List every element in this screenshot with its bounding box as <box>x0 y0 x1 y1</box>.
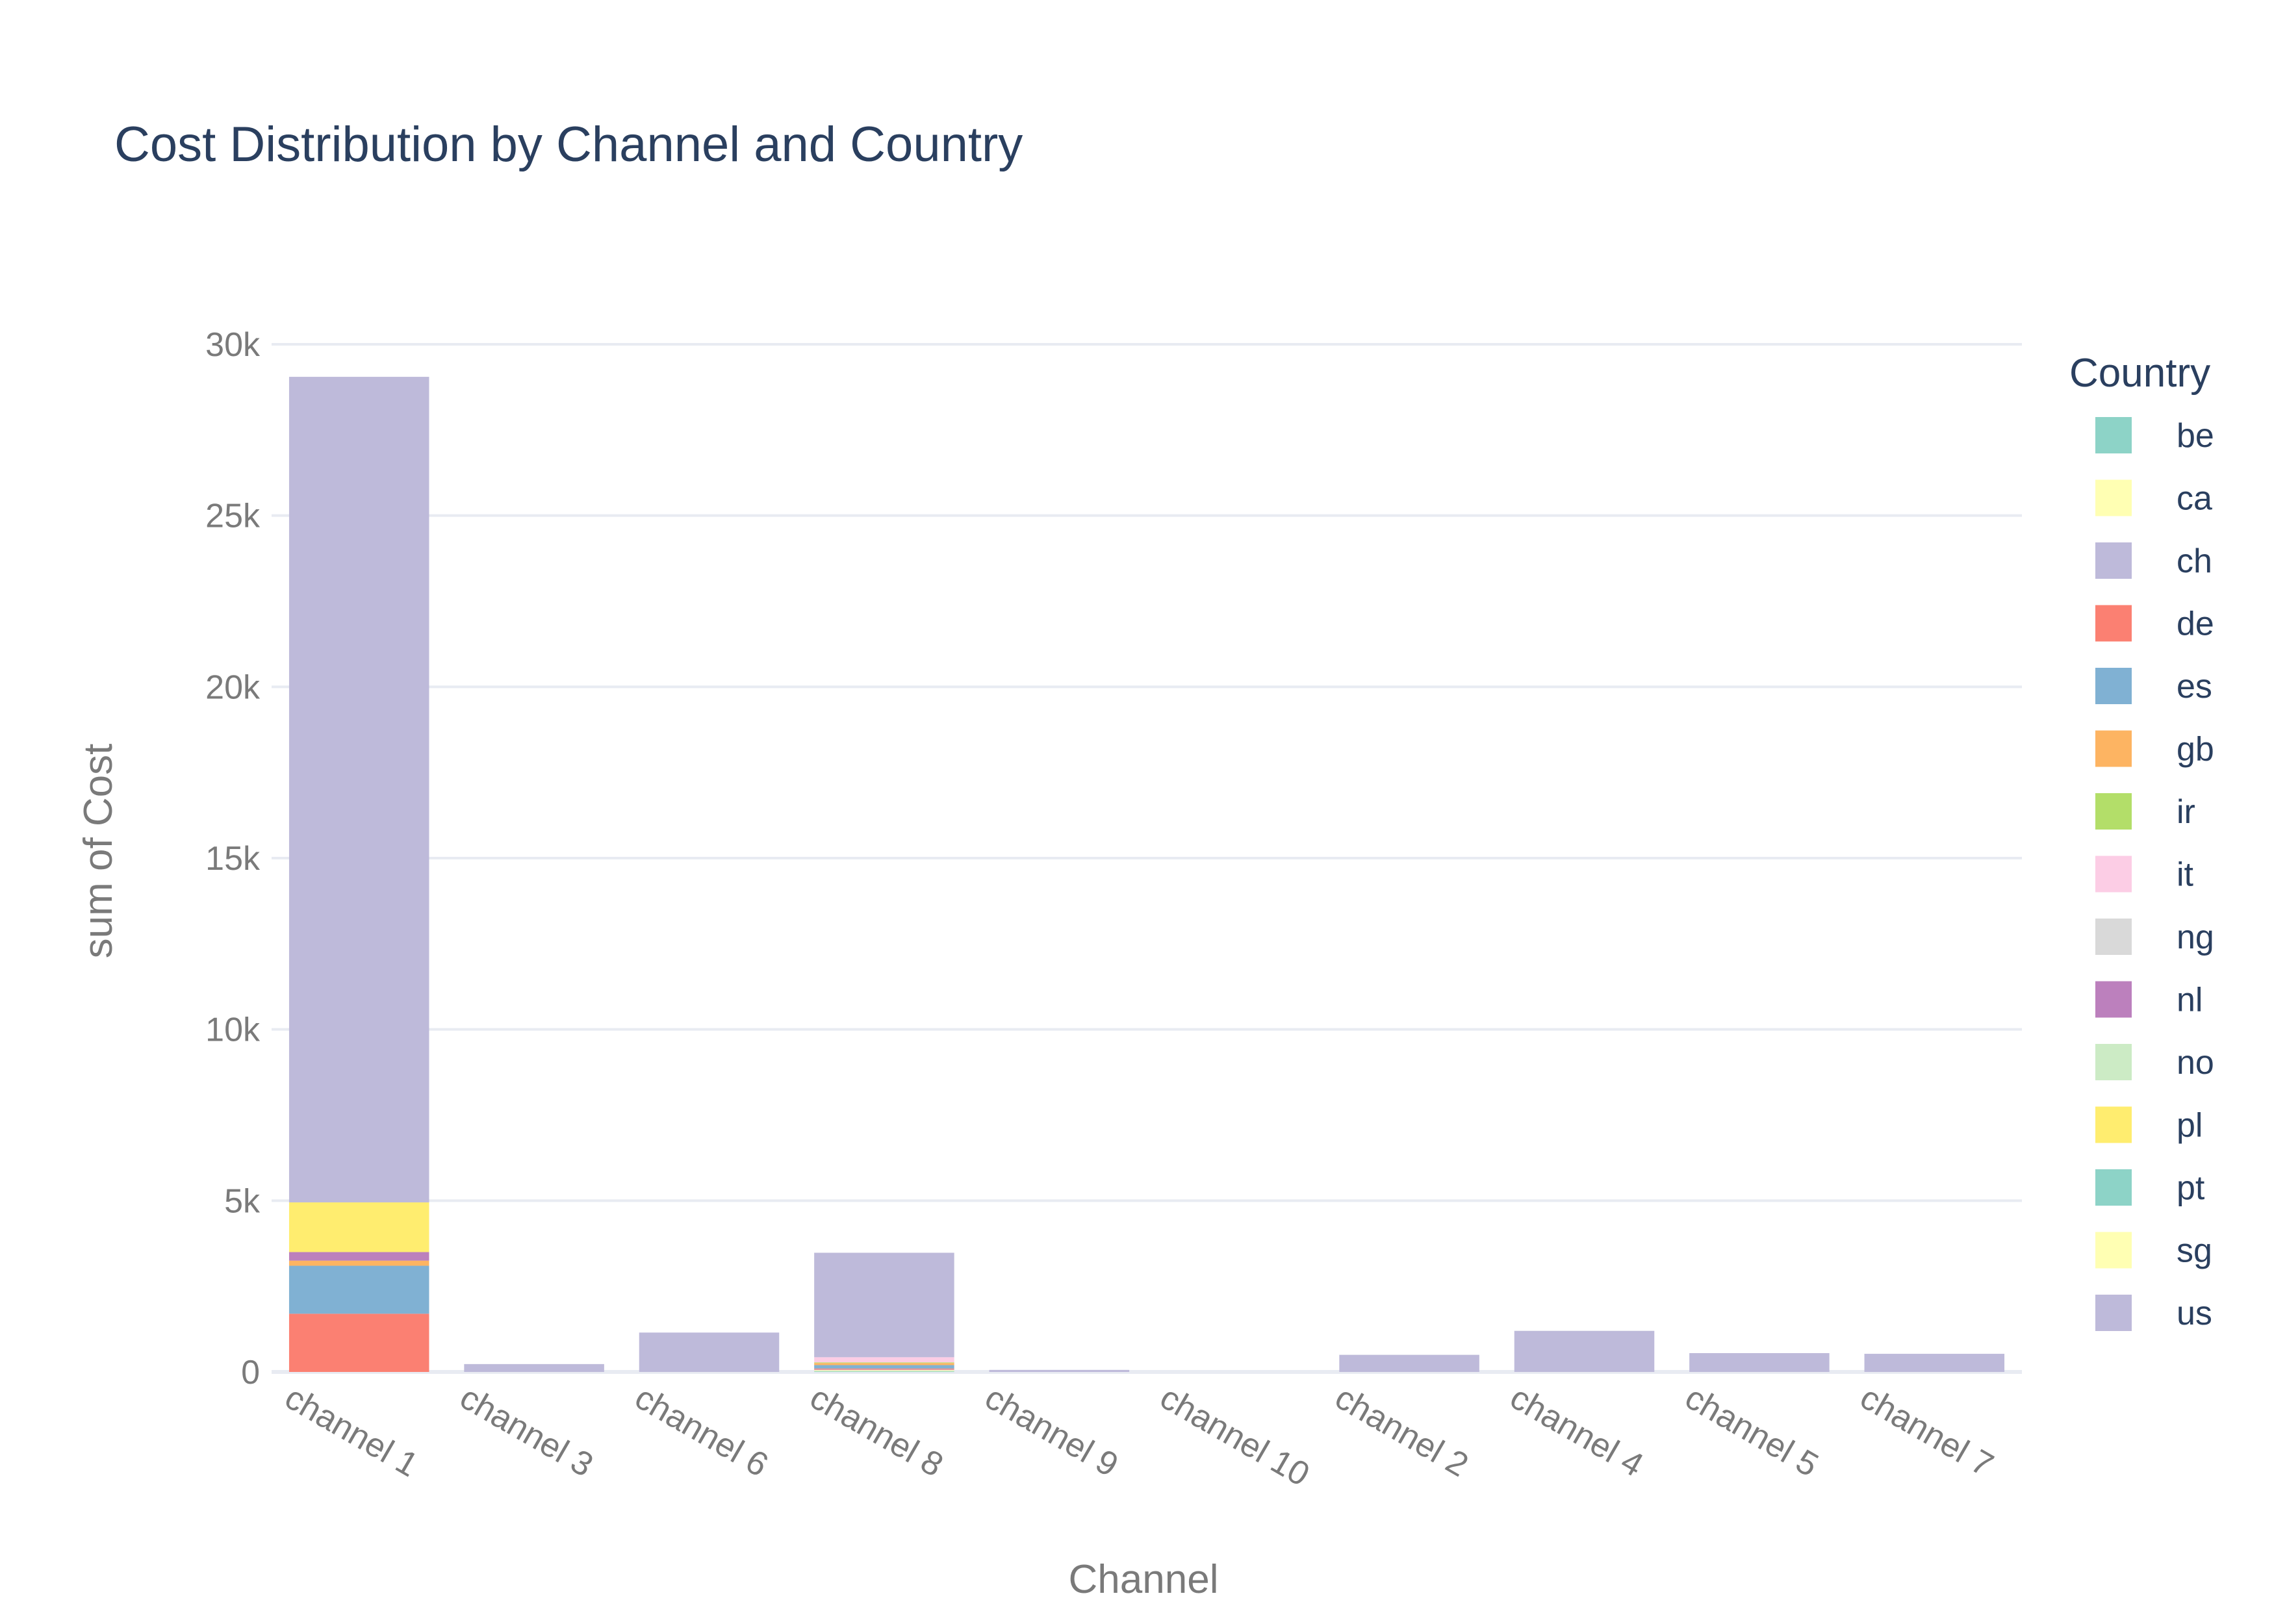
bar-pl-channel-1 <box>288 1202 429 1252</box>
legend-label: pt <box>2177 1169 2205 1207</box>
bar-us-channel-5 <box>1689 1352 1830 1372</box>
legend-swatch <box>2095 1169 2132 1206</box>
legend-item-ng[interactable]: ng <box>2095 919 2214 956</box>
bar-us-channel-7 <box>1864 1354 2005 1372</box>
legend-swatch <box>2095 919 2132 955</box>
legend-swatch <box>2095 542 2132 579</box>
legend-item-be[interactable]: be <box>2095 417 2214 455</box>
bar-es-channel-1 <box>288 1265 429 1314</box>
bar-ir-channel-8 <box>814 1362 954 1364</box>
legend-label: nl <box>2177 982 2203 1019</box>
y-tick-label: 20k <box>205 668 261 706</box>
bar-es-channel-8 <box>814 1365 954 1369</box>
y-tick-labels: 0 5k 10k 15k 20k 25k 30k <box>205 326 261 1391</box>
legend-item-it[interactable]: it <box>2095 856 2194 894</box>
legend: Country be ca ch de es gb ir it ng nl no pl pt sg us <box>2069 351 2214 1332</box>
bar-gb-channel-8 <box>814 1363 954 1365</box>
legend-swatch <box>2095 1295 2132 1331</box>
legend-item-pl[interactable]: pl <box>2095 1106 2203 1145</box>
bar-us-channel-6 <box>639 1332 780 1372</box>
legend-swatch <box>2095 417 2132 453</box>
legend-swatch <box>2095 1106 2132 1143</box>
bar-us-channel-3 <box>464 1364 604 1372</box>
legend-item-us[interactable]: us <box>2095 1295 2212 1332</box>
legend-label: it <box>2177 856 2194 894</box>
y-tick-label: 10k <box>205 1011 261 1049</box>
legend-swatch <box>2095 856 2132 893</box>
legend-label: de <box>2177 605 2214 643</box>
legend-swatch <box>2095 605 2132 642</box>
legend-label: no <box>2177 1044 2214 1082</box>
y-tick-label: 30k <box>205 326 261 364</box>
legend-swatch <box>2095 1232 2132 1269</box>
bar-us-channel-8 <box>814 1252 954 1358</box>
y-tick-label: 5k <box>224 1182 261 1220</box>
legend-item-ch[interactable]: ch <box>2095 542 2212 580</box>
bar-us-channel-9 <box>989 1369 1130 1372</box>
bar-gb-channel-1 <box>288 1260 429 1266</box>
legend-label: pl <box>2177 1107 2203 1145</box>
legend-label: be <box>2177 417 2214 455</box>
legend-swatch <box>2095 479 2132 516</box>
legend-swatch <box>2095 730 2132 767</box>
bar-us-channel-2 <box>1339 1354 1479 1372</box>
bar-ch-channel-8 <box>814 1369 954 1371</box>
y-axis-title: sum of Cost <box>76 744 121 959</box>
legend-item-ir[interactable]: ir <box>2095 793 2195 831</box>
y-tick-label: 15k <box>205 840 261 878</box>
legend-label: sg <box>2177 1232 2212 1270</box>
bars <box>288 377 2005 1372</box>
bar-us-channel-1 <box>288 377 429 1202</box>
chart-title: Cost Distribution by Channel and Country <box>114 117 1023 172</box>
legend-label: ir <box>2177 793 2195 831</box>
legend-label: gb <box>2177 731 2214 768</box>
legend-label: ch <box>2177 542 2212 580</box>
bar-de-channel-8 <box>814 1368 954 1370</box>
bar-us-channel-4 <box>1514 1330 1655 1372</box>
legend-swatch <box>2095 793 2132 830</box>
legend-item-pt[interactable]: pt <box>2095 1169 2205 1207</box>
bar-de-channel-1 <box>288 1313 429 1372</box>
y-tick-label: 0 <box>241 1354 260 1391</box>
bar-be-channel-8 <box>814 1371 954 1372</box>
legend-item-ca[interactable]: ca <box>2095 479 2212 518</box>
legend-label: es <box>2177 668 2212 705</box>
legend-item-nl[interactable]: nl <box>2095 981 2203 1019</box>
legend-item-es[interactable]: es <box>2095 668 2212 705</box>
x-axis-title: Channel <box>1069 1557 1219 1602</box>
legend-swatch <box>2095 1044 2132 1080</box>
bar-it-channel-8 <box>814 1357 954 1363</box>
legend-label: us <box>2177 1295 2212 1332</box>
legend-item-no[interactable]: no <box>2095 1044 2214 1082</box>
bar-ca-channel-8 <box>814 1370 954 1371</box>
legend-swatch <box>2095 981 2132 1018</box>
legend-label: ca <box>2177 480 2212 518</box>
legend-swatch <box>2095 668 2132 704</box>
legend-item-gb[interactable]: gb <box>2095 730 2214 768</box>
legend-label: ng <box>2177 919 2214 956</box>
y-tick-label: 25k <box>205 498 261 535</box>
legend-item-sg[interactable]: sg <box>2095 1232 2212 1270</box>
legend-item-de[interactable]: de <box>2095 605 2214 643</box>
bar-nl-channel-1 <box>288 1252 429 1261</box>
legend-title: Country <box>2069 351 2210 396</box>
